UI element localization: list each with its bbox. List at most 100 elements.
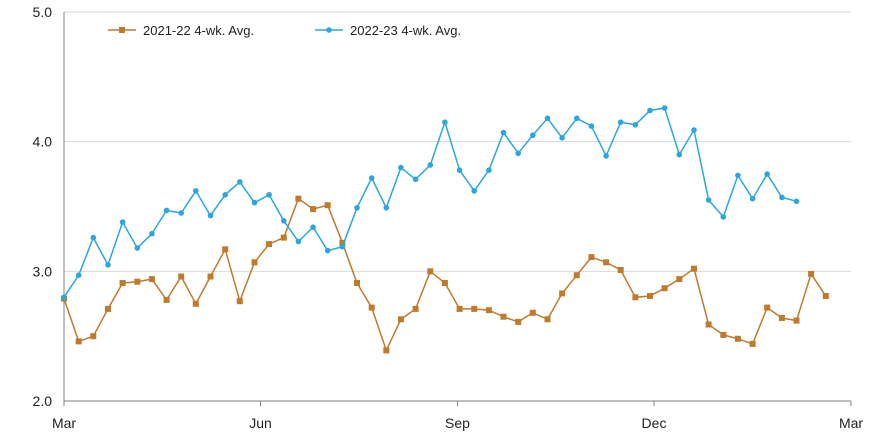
legend-item-2021-22: 2021-22 4-wk. Avg. <box>108 23 254 38</box>
series-2022-23 <box>61 105 800 301</box>
data-point <box>354 205 360 211</box>
data-point <box>749 195 756 202</box>
data-point <box>397 316 404 323</box>
data-point <box>163 207 170 214</box>
data-point <box>90 234 97 241</box>
data-point <box>574 115 580 122</box>
data-point <box>735 172 741 179</box>
data-point <box>500 129 507 136</box>
data-point <box>764 304 771 311</box>
data-point <box>178 210 184 216</box>
gridlines <box>64 11 851 272</box>
data-point <box>603 153 609 159</box>
data-point <box>280 234 287 241</box>
data-point <box>119 219 126 225</box>
data-point <box>544 316 551 323</box>
data-point <box>295 195 302 202</box>
data-point <box>778 315 785 321</box>
x-tick-label: Mar <box>839 415 863 431</box>
data-point <box>632 122 639 128</box>
data-point <box>617 119 624 125</box>
legend-marker-circle <box>326 27 332 33</box>
legend-label-2022-23: 2022-23 4-wk. Avg. <box>350 23 461 38</box>
data-point <box>412 305 419 312</box>
y-tick-label: 4.0 <box>33 134 53 150</box>
data-point <box>368 175 375 181</box>
data-point <box>588 123 595 129</box>
data-point <box>354 280 360 286</box>
data-point <box>412 176 419 183</box>
data-point <box>471 188 478 194</box>
data-point <box>134 245 141 251</box>
data-point <box>456 167 463 173</box>
data-point <box>441 280 448 286</box>
data-point <box>559 135 565 141</box>
x-tick-label: Mar <box>52 415 76 431</box>
data-point <box>251 259 258 266</box>
data-point <box>720 331 727 338</box>
data-point <box>368 304 375 311</box>
x-axis-tick-labels: Mar Jun Sep Dec Mar <box>52 415 863 431</box>
data-point <box>530 132 536 138</box>
data-point <box>398 164 404 171</box>
data-point <box>588 254 595 261</box>
data-point <box>383 347 390 354</box>
data-point <box>573 272 580 279</box>
data-point <box>295 238 302 245</box>
data-point <box>617 267 624 273</box>
data-point <box>310 206 317 213</box>
data-point <box>149 230 155 237</box>
data-point <box>178 273 185 280</box>
data-point <box>324 202 331 209</box>
data-point <box>515 150 521 157</box>
data-point <box>61 294 67 301</box>
data-point <box>442 119 448 125</box>
y-axis-tick-labels: 2.0 3.0 4.0 5.0 <box>33 4 53 409</box>
data-point <box>676 276 683 283</box>
data-point <box>236 298 243 305</box>
legend-item-2022-23: 2022-23 4-wk. Avg. <box>315 23 461 38</box>
data-point <box>647 293 653 299</box>
data-point <box>148 276 155 283</box>
series-2021-22 <box>61 195 829 354</box>
data-point <box>222 246 229 253</box>
data-point <box>266 192 272 198</box>
data-point <box>793 198 800 205</box>
data-point <box>222 192 228 198</box>
legend-label-2021-22: 2021-22 4-wk. Avg. <box>143 23 254 38</box>
data-point <box>383 205 390 211</box>
data-point <box>427 268 434 275</box>
data-point <box>661 105 668 111</box>
data-point <box>793 317 800 324</box>
data-point <box>339 243 346 250</box>
data-point <box>90 333 97 340</box>
y-tick-label: 2.0 <box>33 393 53 409</box>
data-point <box>661 285 668 292</box>
data-point <box>105 262 111 268</box>
data-point <box>324 247 331 254</box>
data-point <box>105 305 111 312</box>
data-point <box>705 197 712 203</box>
data-point <box>720 214 727 220</box>
x-tick-label: Jun <box>249 415 272 431</box>
x-tick-label: Dec <box>642 415 667 431</box>
data-point <box>456 305 463 312</box>
data-point <box>75 272 82 279</box>
data-point <box>485 307 492 314</box>
data-point <box>808 270 815 277</box>
data-point <box>251 199 258 206</box>
data-point <box>764 171 770 177</box>
data-point <box>515 318 522 325</box>
data-point <box>822 293 829 299</box>
data-point <box>75 338 82 345</box>
legend-marker-square <box>119 27 125 33</box>
legend: 2021-22 4-wk. Avg. 2022-23 4-wk. Avg. <box>108 23 461 38</box>
data-point <box>207 212 214 219</box>
axes <box>63 12 852 406</box>
data-point <box>119 280 126 286</box>
data-point <box>529 309 536 316</box>
data-point <box>705 321 712 328</box>
data-point <box>471 305 478 312</box>
data-point <box>237 179 243 185</box>
